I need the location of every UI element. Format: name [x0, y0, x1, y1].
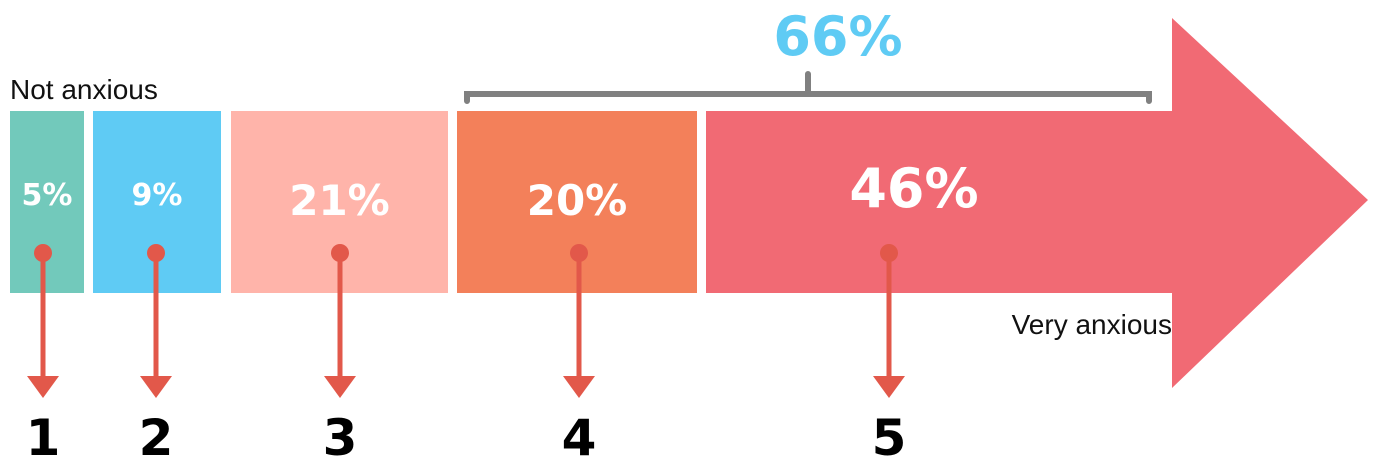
bracket-66 [467, 74, 1149, 101]
level-label-2: 2 [139, 409, 174, 461]
value-label-2: 9% [132, 178, 183, 213]
level-label-1: 1 [26, 409, 61, 461]
level-label-5: 5 [872, 409, 907, 461]
level-label-3: 3 [323, 409, 358, 461]
value-label-1: 5% [22, 178, 73, 213]
low-anchor-label: Not anxious [10, 74, 158, 105]
value-label-5: 46% [849, 157, 978, 220]
level-label-4: 4 [562, 409, 597, 461]
value-label-4: 20% [527, 176, 628, 225]
bracket-total-label: 66% [773, 5, 902, 68]
value-label-3: 21% [289, 176, 390, 225]
high-anchor-label: Very anxious [1012, 309, 1172, 340]
